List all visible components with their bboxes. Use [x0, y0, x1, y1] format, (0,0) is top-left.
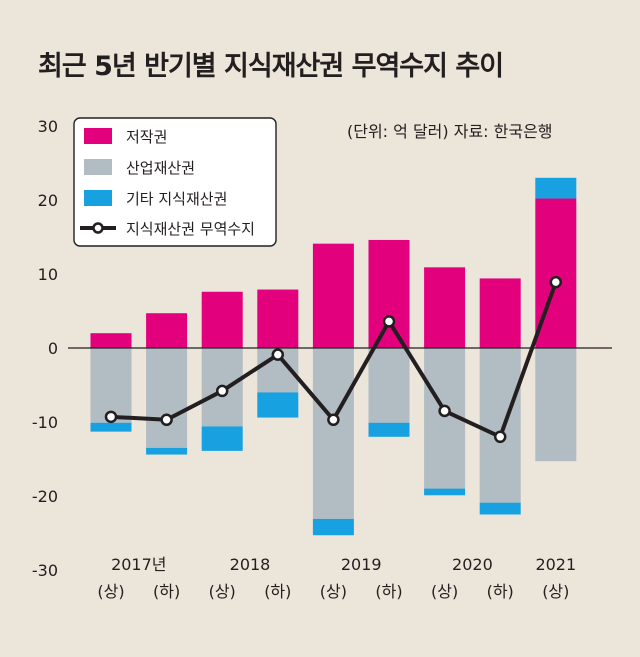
legend-swatch-balance-marker: [92, 222, 104, 234]
bar-copyright: [146, 313, 188, 348]
x-half-label: (상): [542, 582, 569, 601]
bar-copyright: [90, 333, 132, 348]
balance-marker: [549, 275, 563, 289]
x-half-label: (상): [209, 582, 236, 601]
bar-industrial: [368, 348, 410, 423]
bar-other: [90, 422, 132, 432]
x-half-label: (상): [320, 582, 347, 601]
x-half-label: (하): [264, 582, 291, 601]
y-tick-label: 30: [38, 117, 58, 136]
x-half-label: (상): [97, 582, 124, 601]
balance-marker: [215, 384, 229, 398]
bar-other: [201, 426, 243, 451]
y-axis-ticks: 30 20 10 0 -10 -20 -30: [32, 117, 58, 580]
bar-other: [312, 518, 354, 536]
bar-copyright: [257, 289, 299, 348]
chart-title: 최근 5년 반기별 지식재산권 무역수지 추이: [38, 51, 504, 82]
x-half-label: (하): [487, 582, 514, 601]
legend-label-industrial: 산업재산권: [126, 159, 195, 177]
bar-copyright: [424, 267, 466, 348]
legend-label-copyright: 저작권: [126, 128, 167, 146]
x-year-label: 2021: [535, 555, 576, 574]
x-half-label: (상): [431, 582, 458, 601]
bar-industrial: [312, 348, 354, 519]
bar-other: [368, 422, 410, 437]
balance-marker: [160, 413, 173, 427]
y-tick-label: -10: [32, 413, 58, 432]
balance-marker: [104, 410, 118, 424]
bar-layer: [90, 177, 577, 536]
balance-marker: [438, 404, 451, 418]
x-half-label: (하): [153, 582, 180, 601]
x-year-label: 2019: [341, 555, 382, 574]
bar-industrial: [479, 348, 521, 503]
bar-other: [257, 392, 299, 418]
y-tick-label: -30: [32, 561, 58, 580]
x-half-label: (하): [375, 582, 402, 601]
bar-industrial: [90, 348, 132, 423]
x-axis-labels: 2017년 2018 2019 2020 2021 (상) (하) (상) (하) (상) (하) (…: [97, 555, 576, 601]
bar-copyright: [312, 243, 354, 348]
legend-label-balance: 지식재산권 무역수지: [126, 220, 255, 238]
bar-copyright: [368, 239, 410, 348]
x-year-label: 2018: [230, 555, 271, 574]
balance-marker: [271, 348, 285, 361]
bar-industrial: [146, 348, 188, 448]
legend-label-other: 기타 지식재산권: [126, 190, 227, 208]
y-tick-label: 0: [48, 339, 58, 358]
unit-source-note: (단위: 억 달러) 자료: 한국은행: [347, 122, 553, 141]
legend-swatch-industrial: [84, 159, 112, 175]
bar-other: [424, 488, 466, 496]
x-year-label: 2017년: [111, 555, 166, 574]
balance-line-layer: [104, 275, 563, 444]
x-year-label: 2020: [452, 555, 493, 574]
bar-other: [535, 177, 577, 199]
bar-industrial: [535, 348, 577, 462]
bar-other: [146, 447, 188, 455]
balance-marker: [382, 315, 396, 328]
y-tick-label: 20: [38, 191, 58, 210]
legend: 저작권 산업재산권 기타 지식재산권 지식재산권 무역수지: [73, 117, 277, 247]
legend-swatch-other: [84, 190, 112, 206]
bar-other: [479, 502, 521, 515]
balance-marker: [327, 413, 340, 427]
legend-box: [73, 117, 277, 247]
bar-copyright: [479, 278, 521, 348]
balance-marker: [493, 430, 507, 444]
y-tick-label: 10: [38, 265, 58, 284]
legend-swatch-copyright: [84, 128, 112, 144]
y-tick-label: -20: [32, 487, 58, 506]
bar-copyright: [201, 291, 243, 348]
